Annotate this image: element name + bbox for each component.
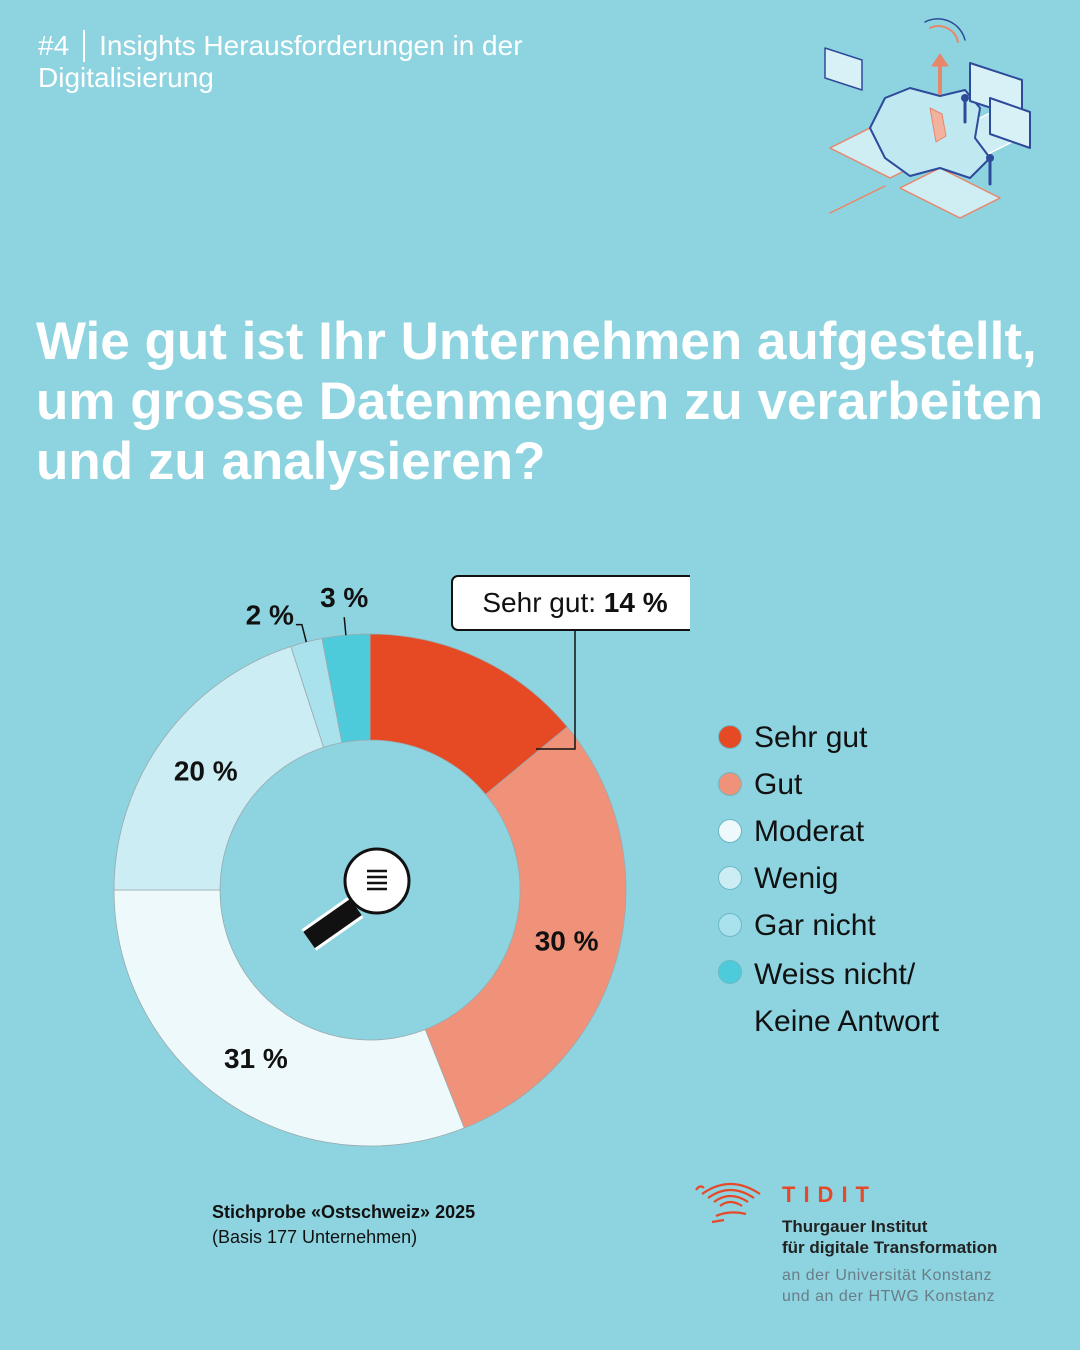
svg-text:Sehr gut: 14 %: Sehr gut: 14 % [482, 587, 667, 618]
callout-value: 14 % [604, 587, 668, 618]
logo-sub: an der Universität Konstanz und an der H… [782, 1265, 1052, 1307]
sample-note: Stichprobe «Ostschweiz» 2025 (Basis 177 … [212, 1200, 475, 1250]
callout: Sehr gut: 14 % [451, 575, 690, 750]
sample-base: (Basis 177 Unternehmen) [212, 1227, 418, 1247]
header-title: Insights Herausforderungen in der [99, 30, 523, 61]
magnifier-icon [301, 847, 411, 951]
legend-item-wenig: Wenig [718, 857, 984, 904]
legend-label: Sehr gut [754, 721, 868, 754]
isometric-map-illustration [824, 18, 1031, 219]
tidit-logo: TIDIT Thurgauer Institut für digitale Tr… [690, 1170, 1050, 1320]
fingerprint-logo-icon [695, 1183, 761, 1224]
legend-item-gut: Gut [718, 763, 984, 810]
legend-label: Wenig [754, 862, 839, 895]
header-title-line2: Digitalisierung [38, 62, 214, 93]
legend-label: Gar nicht [754, 909, 876, 942]
logo-sub-line1: an der Universität Konstanz [782, 1267, 993, 1284]
legend-label: Weiss nicht/Keine Antwort [754, 951, 984, 1045]
legend-item-weiss-nicht: Weiss nicht/Keine Antwort [718, 951, 984, 1045]
leader-line [343, 617, 347, 636]
logo-wordmark: TIDIT [782, 1182, 877, 1207]
legend-swatch [718, 913, 742, 937]
legend-label: Gut [754, 768, 803, 801]
logo-name: Thurgauer Institut für digitale Transfor… [782, 1216, 1052, 1258]
legend-swatch [718, 725, 742, 749]
legend-swatch [718, 772, 742, 796]
legend-item-gar-nicht: Gar nicht [718, 904, 984, 951]
logo-sub-line2: und an der HTWG Konstanz [782, 1288, 995, 1305]
logo-name-line2: für digitale Transformation [782, 1238, 998, 1257]
legend-swatch [718, 866, 742, 890]
sample-title: Stichprobe «Ostschweiz» 2025 [212, 1202, 476, 1222]
value-label-gut: 30 % [535, 925, 599, 956]
issue-number: #4 [38, 30, 86, 62]
leader-line [295, 623, 308, 643]
slice-weiss-nicht-keine-antwort [321, 633, 371, 744]
legend-swatch [718, 819, 742, 843]
legend: Sehr gut Gut Moderat Wenig Gar nicht Wei… [718, 716, 984, 1045]
value-label-moderat: 31 % [224, 1043, 288, 1074]
legend-label-line1: Weiss nicht/ [754, 958, 916, 991]
value-label-wenig: 20 % [174, 756, 238, 787]
slice-gut [424, 726, 627, 1129]
value-label-gar-nicht: 2 % [246, 600, 294, 631]
legend-swatch [718, 960, 742, 984]
legend-item-sehr-gut: Sehr gut [718, 716, 984, 763]
callout-prefix: Sehr gut: [482, 587, 603, 618]
donut-chart: 30 % 31 % 20 % 2 % 3 % Sehr gut: 14 % [113, 575, 690, 1147]
slice-moderat [113, 889, 465, 1147]
legend-label: Moderat [754, 815, 865, 848]
legend-label-line2: Keine Antwort [754, 1005, 940, 1038]
logo-name-line1: Thurgauer Institut [782, 1217, 928, 1236]
legend-item-moderat: Moderat [718, 810, 984, 857]
header: #4 Insights Herausforderungen in der Digi… [38, 30, 523, 94]
question-title: Wie gut ist Ihr Unternehmen aufgestellt,… [36, 312, 1044, 491]
value-label-weiss-nicht-keine-antwort: 3 % [320, 582, 368, 613]
slice-wenig [113, 646, 325, 891]
